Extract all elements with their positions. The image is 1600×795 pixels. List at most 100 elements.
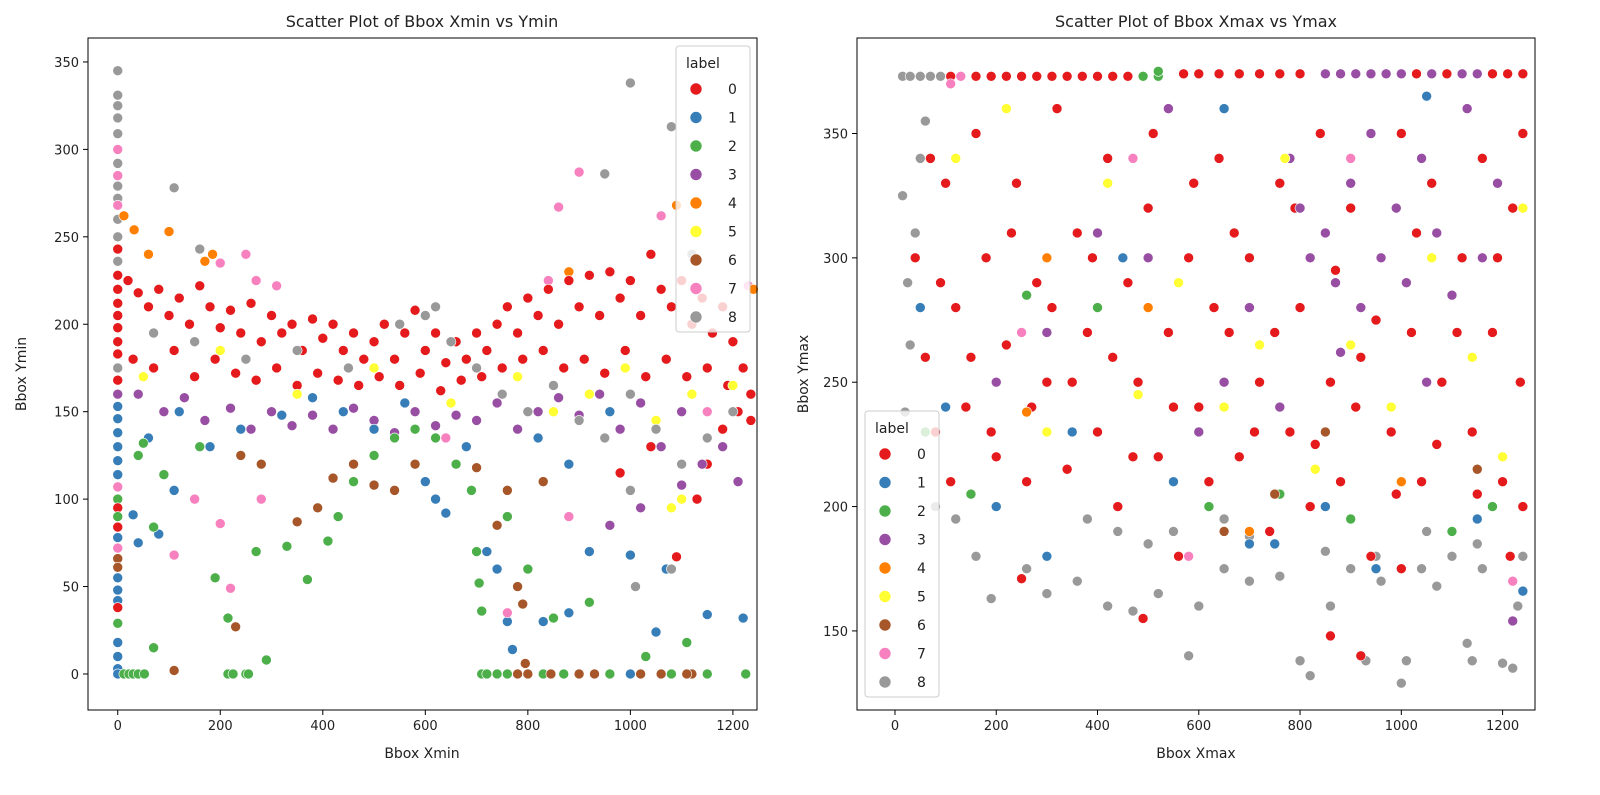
scatter-point-label-3: [1304, 252, 1316, 264]
scatter-point-label-3: [1335, 68, 1346, 80]
scatter-point-label-7: [1183, 551, 1194, 562]
scatter-point-label-0: [112, 602, 124, 613]
scatter-point-label-0: [148, 362, 159, 374]
x-tick-label: 0: [114, 719, 122, 734]
scatter-point-label-7: [563, 511, 575, 522]
legend-entry: 8: [917, 675, 926, 691]
scatter-point-label-2: [139, 668, 150, 680]
scatter-point-label-0: [681, 371, 693, 383]
scatter-point-label-8: [1112, 526, 1124, 537]
scatter-point-label-7: [225, 582, 236, 594]
legend-marker: [689, 168, 703, 181]
scatter-point-label-8: [1294, 655, 1306, 667]
scatter-point-label-5: [291, 388, 303, 400]
scatter-point-label-5: [1001, 103, 1012, 114]
x-tick-label: 1200: [1486, 719, 1519, 734]
x-tick-label: 400: [310, 719, 335, 734]
scatter-point-label-0: [358, 353, 370, 365]
scatter-point-label-0: [255, 336, 267, 348]
scatter-point-label-0: [625, 275, 636, 286]
scatter-point-label-3: [1274, 401, 1286, 413]
scatter-point-label-3: [430, 420, 441, 431]
scatter-point-label-8: [1466, 655, 1478, 667]
scatter-point-label-0: [1213, 68, 1225, 80]
scatter-point-label-0: [1001, 71, 1012, 82]
scatter-point-label-3: [1507, 615, 1519, 627]
scatter-point-label-3: [1375, 252, 1387, 264]
scatter-point-label-8: [291, 345, 303, 356]
scatter-point-label-3: [655, 441, 667, 452]
scatter-point-label-8: [471, 362, 482, 374]
scatter-point-label-8: [1142, 538, 1154, 550]
scatter-point-label-8: [902, 277, 913, 289]
scatter-point-label-3: [696, 458, 708, 470]
scatter-point-label-5: [666, 502, 677, 514]
left-scatter-plot: 0 200 400 600 800 1000 12000501001502002503003…: [14, 12, 759, 762]
scatter-point-label-0: [1431, 439, 1443, 450]
scatter-point-label-0: [1441, 68, 1453, 80]
scatter-point-label-4: [118, 210, 130, 222]
scatter-point-label-8: [666, 563, 677, 575]
scatter-point-label-0: [1112, 501, 1124, 512]
scatter-point-label-0: [645, 441, 657, 452]
scatter-point-label-3: [1492, 177, 1503, 189]
scatter-point-label-8: [1461, 638, 1473, 649]
scatter-point-label-3: [1365, 68, 1377, 80]
scatter-point-label-0: [1021, 476, 1032, 487]
scatter-point-label-8: [112, 128, 124, 139]
scatter-point-label-0: [143, 301, 154, 313]
scatter-point-label-2: [389, 432, 400, 444]
scatter-point-label-3: [732, 476, 744, 487]
legend-marker: [878, 476, 892, 489]
scatter-point-label-0: [1092, 426, 1103, 438]
scatter-point-label-5: [1517, 202, 1529, 214]
scatter-point-label-8: [1041, 588, 1053, 599]
scatter-point-label-2: [209, 572, 221, 584]
x-tick-label: 600: [413, 719, 438, 734]
scatter-point-label-2: [1345, 513, 1356, 525]
scatter-point-label-0: [1517, 128, 1529, 139]
scatter-point-label-0: [1254, 68, 1265, 80]
scatter-point-label-0: [399, 327, 411, 339]
scatter-point-label-0: [194, 280, 206, 292]
scatter-point-label-0: [1517, 68, 1529, 80]
scatter-point-label-0: [1061, 71, 1073, 82]
scatter-point-label-8: [430, 301, 441, 313]
scatter-point-label-1: [112, 651, 124, 662]
scatter-point-label-7: [112, 542, 124, 554]
scatter-point-label-0: [112, 374, 124, 386]
scatter-point-label-0: [1107, 352, 1119, 363]
scatter-point-label-0: [517, 353, 529, 365]
scatter-point-label-6: [1218, 526, 1230, 537]
y-tick-label: 250: [823, 376, 848, 391]
scatter-point-label-0: [1244, 252, 1255, 264]
scatter-point-label-0: [122, 275, 134, 286]
scatter-point-label-8: [1218, 563, 1230, 575]
scatter-point-label-8: [148, 327, 159, 339]
legend-marker: [878, 618, 892, 632]
scatter-point-label-6: [235, 450, 247, 461]
scatter-point-label-3: [1320, 227, 1331, 239]
scatter-point-label-0: [332, 374, 344, 386]
legend-marker: [878, 533, 892, 546]
scatter-point-label-0: [163, 310, 175, 321]
scatter-point-label-0: [1436, 376, 1448, 388]
scatter-point-label-2: [1152, 66, 1164, 77]
scatter-point-label-1: [112, 401, 124, 412]
scatter-point-label-1: [112, 532, 124, 543]
scatter-point-label-0: [645, 249, 657, 260]
scatter-point-label-0: [1066, 376, 1078, 388]
scatter-point-label-0: [1325, 376, 1336, 388]
scatter-point-label-8: [1517, 551, 1529, 562]
scatter-point-label-3: [635, 502, 646, 514]
scatter-point-label-0: [348, 327, 359, 339]
scatter-point-label-3: [1431, 227, 1443, 239]
scatter-point-label-5: [1041, 426, 1053, 438]
scatter-point-label-3: [158, 406, 170, 417]
scatter-point-label-0: [1147, 128, 1159, 139]
scatter-point-label-0: [573, 301, 585, 313]
scatter-point-label-2: [1446, 526, 1458, 537]
scatter-point-label-8: [112, 256, 124, 267]
scatter-point-label-8: [112, 100, 124, 111]
scatter-point-label-3: [717, 441, 728, 452]
